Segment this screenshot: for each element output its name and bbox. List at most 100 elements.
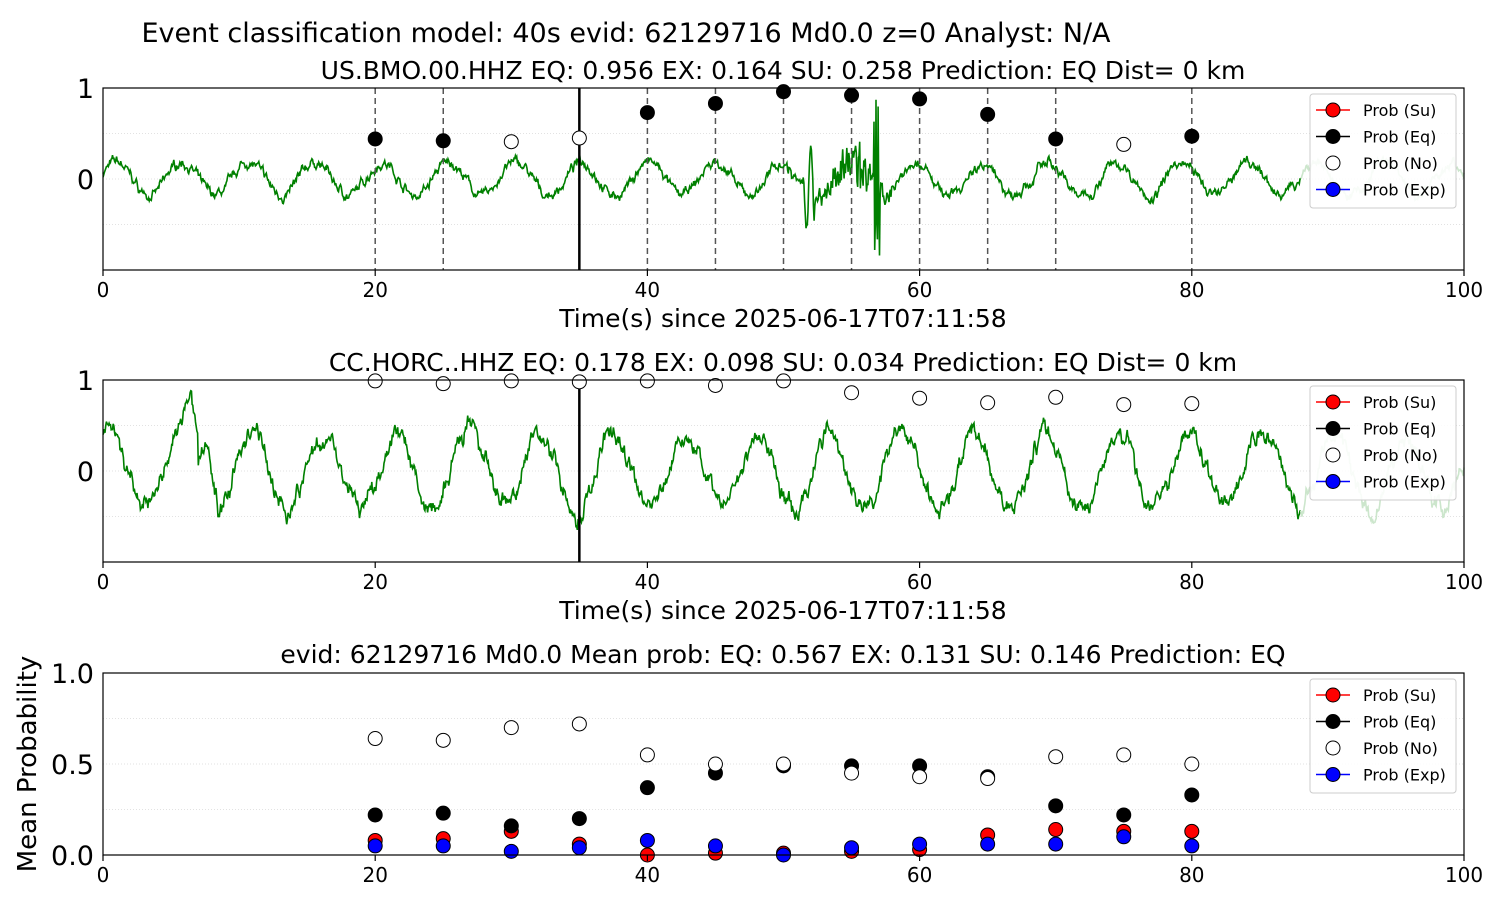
data-point-no — [1184, 756, 1200, 772]
data-point-no — [435, 376, 451, 392]
panel-us-bmo: US.BMO.00.HHZ EQ: 0.956 EX: 0.164 SU: 0.… — [77, 56, 1483, 333]
legend-label: Prob (No) — [1363, 446, 1438, 465]
data-point-no — [980, 771, 996, 787]
x-tick-label: 20 — [362, 863, 387, 887]
data-point-exp — [844, 840, 860, 856]
legend-box — [1309, 93, 1457, 209]
panel-mean-probability: evid: 62129716 Md0.0 Mean prob: EQ: 0.56… — [13, 640, 1483, 887]
y-tick-label: 1.0 — [51, 659, 94, 690]
x-tick-label: 40 — [635, 570, 660, 594]
y-tick-label: 0 — [77, 457, 94, 488]
data-point-eq — [1048, 131, 1064, 147]
legend-label: Prob (Su) — [1363, 686, 1436, 705]
data-point-exp — [367, 838, 383, 854]
legend-marker — [1325, 767, 1341, 782]
x-tick-label: 40 — [635, 278, 660, 302]
waveform-trace — [102, 99, 1302, 256]
data-point-eq — [503, 818, 519, 834]
plot-area: Prob (Su) Prob (Eq) Prob (No) Prob (Exp) — [103, 678, 1464, 863]
legend-marker — [1325, 474, 1341, 489]
y-tick-label: 0 — [77, 165, 94, 196]
data-point-no — [639, 373, 655, 389]
y-tick-label: 0.5 — [51, 750, 94, 781]
data-point-no — [1116, 747, 1132, 763]
x-tick-label: 40 — [635, 863, 660, 887]
legend-marker — [1325, 155, 1341, 171]
data-point-no — [503, 373, 519, 389]
legend-label: Prob (Eq) — [1363, 128, 1436, 147]
legend-label: Prob (Eq) — [1363, 713, 1436, 732]
legend-label: Prob (Eq) — [1363, 420, 1436, 439]
y-tick-label: 0.0 — [51, 841, 94, 872]
x-tick-label: 100 — [1445, 570, 1483, 594]
data-point-eq — [435, 805, 451, 821]
data-point-no — [639, 747, 655, 763]
data-point-eq — [639, 105, 655, 121]
legend-box — [1309, 678, 1457, 794]
data-point-no — [776, 373, 791, 389]
x-tick-label: 100 — [1445, 278, 1483, 302]
data-point-eq — [912, 91, 928, 107]
y-tick-label: 1 — [77, 74, 94, 105]
x-tick-label: 80 — [1179, 278, 1204, 302]
panel-title: CC.HORC..HHZ EQ: 0.178 EX: 0.098 SU: 0.0… — [329, 348, 1237, 377]
data-point-no — [912, 769, 928, 785]
data-point-eq — [367, 807, 383, 823]
data-point-no — [707, 756, 723, 772]
y-axis-label: Mean Probability — [13, 656, 43, 873]
data-point-no — [980, 395, 996, 411]
data-point-eq — [707, 95, 723, 111]
legend-marker — [1325, 182, 1341, 197]
x-tick-label: 80 — [1179, 570, 1204, 594]
data-point-su — [1048, 822, 1064, 838]
x-tick-label: 100 — [1445, 863, 1483, 887]
data-point-no — [707, 377, 723, 393]
axes-frame — [102, 87, 1465, 271]
legend-marker — [1325, 447, 1341, 463]
data-point-no — [503, 720, 519, 736]
legend-label: Prob (Exp) — [1363, 181, 1446, 200]
data-point-no — [1048, 749, 1064, 765]
x-tick-label: 20 — [362, 570, 387, 594]
data-point-exp — [435, 838, 451, 854]
waveform-trace — [102, 389, 1302, 531]
data-point-no — [367, 731, 383, 747]
legend-marker — [1325, 421, 1341, 436]
x-tick-label: 80 — [1179, 863, 1204, 887]
x-axis: 0 20 40 60 80 100 — [97, 562, 1483, 594]
data-point-eq — [1116, 807, 1132, 823]
x-tick-label: 60 — [907, 570, 932, 594]
legend-label: Prob (Exp) — [1363, 766, 1446, 785]
data-point-no — [503, 134, 519, 150]
plot-area: Prob (Su) Prob (Eq) Prob (No) Prob (Exp) — [102, 373, 1465, 562]
data-point-eq — [844, 87, 860, 103]
data-point-eq — [435, 133, 451, 149]
data-point-no — [571, 716, 587, 732]
data-point-eq — [1048, 798, 1064, 814]
y-tick-label: 1 — [77, 366, 94, 397]
data-point-no — [367, 373, 383, 389]
panel-cc-horc: CC.HORC..HHZ EQ: 0.178 EX: 0.098 SU: 0.0… — [77, 348, 1483, 625]
axes-frame — [102, 672, 1465, 856]
data-point-exp — [980, 836, 996, 852]
x-tick-label: 60 — [907, 863, 932, 887]
data-point-no — [776, 756, 791, 772]
data-point-eq — [1184, 787, 1200, 803]
legend-marker — [1325, 394, 1341, 410]
legend-label: Prob (Exp) — [1363, 473, 1446, 492]
x-tick-label: 60 — [907, 278, 932, 302]
data-point-eq — [980, 106, 996, 122]
x-axis-label: Time(s) since 2025-06-17T07:11:58 — [558, 596, 1006, 625]
data-point-eq — [367, 131, 383, 147]
x-tick-label: 0 — [97, 278, 110, 302]
data-point-no — [844, 765, 860, 781]
data-point-eq — [1184, 128, 1200, 144]
legend-marker — [1325, 129, 1341, 144]
legend-box — [1309, 385, 1457, 501]
data-point-no — [1048, 389, 1064, 405]
legend-marker — [1325, 687, 1341, 703]
x-axis: 0 20 40 60 80 100 — [97, 855, 1483, 887]
